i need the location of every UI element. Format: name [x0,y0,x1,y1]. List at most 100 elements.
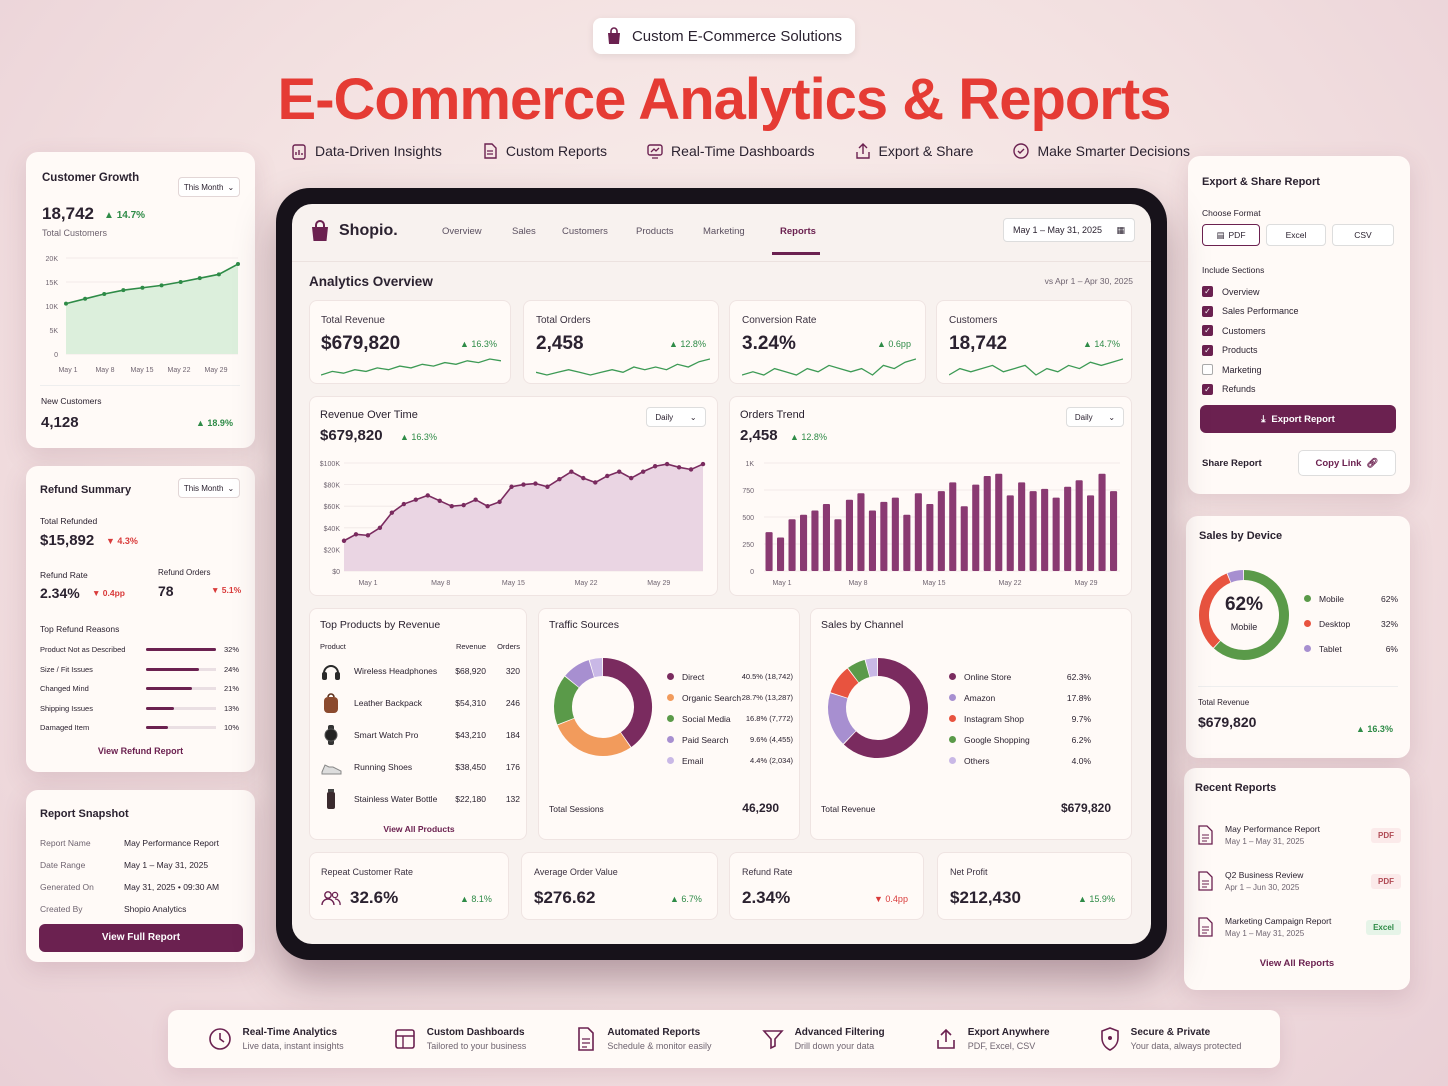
legend-label: Email [682,755,704,766]
table-row[interactable]: Wireless Headphones $68,920 320 [320,655,520,687]
share-label: Share Report [1202,458,1262,469]
table-row[interactable]: Running Shoes $38,450 176 [320,751,520,783]
copy-link-label: Copy Link [1315,457,1362,469]
legend-value: 40.5% (18,742) [741,672,793,681]
bar [960,506,968,571]
x-tick-label: May 8 [431,580,450,587]
card-title: Export & Share Report [1202,176,1320,188]
format-csv-button[interactable]: CSV [1332,224,1394,246]
recent-reports-card: Recent Reports May Performance Report May… [1184,768,1410,990]
view-all-reports-link[interactable]: View All Reports [1259,958,1335,969]
refund-rate-value: 2.34% [40,585,80,601]
view-refund-report-link[interactable]: View Refund Report [97,746,184,756]
list-item: Changed Mind 21% [40,679,244,699]
nav-sales[interactable]: Sales [512,226,536,237]
feature-sub: PDF, Excel, CSV [967,1041,1036,1051]
nav-reports[interactable]: Reports [780,226,816,237]
chevron-down-icon: ⌄ [227,182,235,192]
legend-dot [949,757,956,764]
view-all-products-link[interactable]: View All Products [383,824,455,834]
report-row[interactable]: Q2 Business Review Apr 1 – Jun 30, 2025 PD… [1195,858,1401,904]
date-range-picker[interactable]: May 1 – May 31, 2025 ▦ [1003,218,1135,242]
section-label: Sales Performance [1222,306,1299,317]
device-donut-chart [1199,570,1289,660]
copy-link-button[interactable]: Copy Link 🔗︎ [1298,450,1396,476]
format-pdf-button[interactable]: ▤ PDF [1202,224,1260,246]
legend-item: Paid Search 9.6% (4,455) [667,729,793,750]
export-button-label: Export Report [1271,413,1335,425]
legend-item: Others 4.0% [949,750,1091,771]
nav-products[interactable]: Products [636,226,674,237]
data-point [700,461,706,467]
new-customers-value: 4,128 [41,414,79,431]
section-checkbox[interactable]: ✓ Products [1202,341,1299,361]
sections-list: ✓ Overview ✓ Sales Performance ✓ Customers … [1202,282,1299,399]
clipboard-chart-icon [292,144,306,160]
nav-overview[interactable]: Overview [442,226,482,237]
table-row[interactable]: Smart Watch Pro $43,210 184 [320,719,520,751]
reason-bar-fill [146,648,216,652]
x-tick-label: May 1 [358,580,377,587]
report-date: May 1 – May 31, 2025 [1225,837,1305,846]
sparkline-series [949,358,1123,376]
format-badge: PDF [1371,827,1401,843]
y-tick-label: 5K [49,328,58,335]
period-select[interactable]: This Month ⌄ [178,478,240,498]
series-line [65,263,239,305]
feature-label: Custom Reports [505,143,608,159]
legend-label: Instagram Shop [964,713,1025,724]
shopio-logo-icon [312,220,328,241]
kpi-value: 2.34% [742,888,791,907]
report-row[interactable]: May Performance Report May 1 – May 31, 20… [1195,812,1401,858]
legend-label: Social Media [682,713,731,724]
column-header: Orders [497,642,520,651]
card-title: Sales by Channel [821,619,904,631]
device-total-change: ▲ 16.3% [1356,724,1393,734]
calendar-icon: ▦ [1116,224,1125,235]
report-name: Marketing Campaign Report [1225,916,1332,926]
section-checkbox[interactable]: ✓ Refunds [1202,380,1299,400]
traffic-legend: Direct 40.5% (18,742) Organic Search 28.7%… [667,666,793,771]
data-point [569,469,574,474]
active-tab-indicator [772,252,820,255]
nav-marketing[interactable]: Marketing [703,226,745,237]
section-checkbox[interactable]: ✓ Sales Performance [1202,302,1299,322]
nav-customers[interactable]: Customers [562,226,608,237]
section-checkbox[interactable]: ✓ Customers [1202,321,1299,341]
chart-change-value: 16.3% [411,432,437,442]
period-select[interactable]: Daily ⌄ [1066,407,1124,427]
donut-slice [865,658,878,678]
reason-pct: 32% [224,645,240,655]
donut-slice [554,676,580,725]
reason-name: Changed Mind [40,684,89,694]
product-orders: 132 [505,794,520,804]
divider [1198,686,1398,687]
feature-label: Real-Time Dashboards [671,143,815,159]
legend-value: 16.8% (7,772) [745,714,793,723]
section-checkbox[interactable]: ✓ Overview [1202,282,1299,302]
bottle-icon [320,788,354,810]
legend-value: 4.0% [1071,755,1091,766]
period-select[interactable]: Daily ⌄ [646,407,706,427]
snapshot-value: Shopio Analytics [124,904,187,914]
section-checkbox[interactable]: Marketing [1202,360,1299,380]
view-full-report-button[interactable]: View Full Report [39,924,243,952]
feature-item: Custom Reports [481,142,607,160]
legend-label: Tablet [1319,643,1342,654]
feature-item: Data-Driven Insights [290,142,442,160]
refund-rate-change-value: 0.4pp [102,588,125,598]
data-point [437,498,442,503]
product-revenue: $68,920 [455,666,486,676]
period-select[interactable]: This Month ⌄ [178,177,240,197]
section-label: Marketing [1222,364,1262,375]
brand-name[interactable]: Shopio. [339,222,398,239]
format-excel-button[interactable]: Excel [1266,224,1326,246]
report-row[interactable]: Marketing Campaign Report May 1 – May 31,… [1195,904,1401,950]
list-item: Damaged Item 10% [40,718,244,738]
y-tick-label: 500 [742,515,754,522]
export-report-button[interactable]: ⤓ Export Report [1200,405,1396,433]
table-row[interactable]: Stainless Water Bottle $22,180 132 [320,783,520,815]
table-row[interactable]: Leather Backpack $54,310 246 [320,687,520,719]
refund-orders-value: 78 [158,583,174,599]
total-refunded-value: $15,892 [40,532,95,549]
